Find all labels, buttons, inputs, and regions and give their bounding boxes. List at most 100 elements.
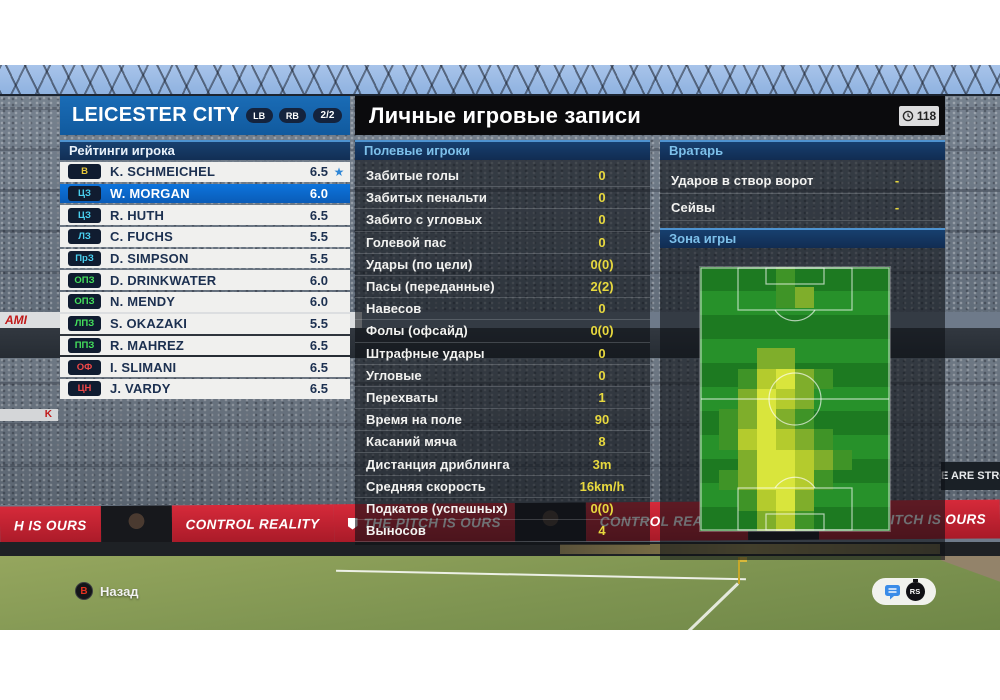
stat-row: Забитых пенальти 0 — [355, 187, 650, 210]
heatmap-cell — [757, 348, 776, 369]
stat-row: Пасы (переданные) 2(2) — [355, 276, 650, 299]
ad-board-segment: H IS OURS — [0, 505, 101, 546]
stat-label: Дистанция дриблинга — [366, 456, 510, 472]
stat-label: Касаний мяча — [366, 434, 457, 450]
heatmap-pitch — [699, 266, 891, 532]
corner-flag — [738, 557, 747, 584]
player-row[interactable]: ОФ I. SLIMANI 6.5 — [60, 357, 350, 377]
position-badge: ЦН — [68, 381, 101, 397]
stat-label: Голевой пас — [366, 234, 447, 250]
stat-row: Штрафные удары 0 — [355, 343, 650, 365]
clock-icon — [902, 110, 914, 121]
stadium-pitch — [0, 556, 1000, 630]
heatmap-cell — [738, 470, 757, 491]
player-name: C. FUCHS — [110, 229, 173, 245]
stat-row: Касаний мяча 8 — [355, 431, 650, 454]
heatmap-cell — [738, 429, 757, 450]
field-section-header: Полевые игроки — [355, 140, 650, 160]
gk-stats-panel: Ударов в створ ворот - Сейвы - — [660, 160, 945, 228]
timer-badge: 118 — [899, 105, 939, 126]
stadium-ad-band-left-2: K — [0, 409, 58, 421]
player-rating: 5.5 — [309, 251, 328, 267]
player-name: J. VARDY — [110, 381, 171, 397]
timer-value: 118 — [916, 108, 937, 123]
heatmap-cell — [814, 368, 833, 389]
stat-label: Ударов в створ ворот — [671, 172, 814, 188]
zone-panel — [660, 248, 945, 560]
player-name: N. MENDY — [110, 294, 176, 310]
position-badge: ОПЗ — [68, 294, 101, 310]
heatmap-cell — [776, 490, 795, 511]
player-name: I. SLIMANI — [110, 359, 177, 375]
player-row[interactable]: ОПЗ D. DRINKWATER 6.0 — [60, 270, 350, 291]
player-rating: 6.0 — [309, 294, 328, 310]
stat-row: Ударов в створ ворот - — [660, 167, 945, 194]
ad-board-text: H IS OURS — [13, 517, 87, 534]
player-rating: 5.5 — [309, 316, 328, 332]
stat-value: 0(0) — [590, 256, 614, 272]
stat-label: Сейвы — [671, 199, 716, 215]
gk-section-header: Вратарь — [660, 140, 945, 160]
b-button-icon[interactable]: B — [75, 582, 93, 600]
records-title-bar: Личные игровые записи 118 — [355, 96, 945, 135]
back-hint[interactable]: B Назад — [75, 582, 139, 600]
heatmap-cell — [757, 409, 776, 430]
stat-label: Выносов — [366, 523, 426, 539]
player-rating: 5.5 — [309, 229, 328, 245]
heatmap-cell — [814, 429, 833, 450]
player-row[interactable]: ЦЗ W. MORGAN 6.0 — [60, 183, 350, 204]
chat-icon[interactable] — [884, 584, 901, 600]
player-rating: 6.0 — [309, 186, 328, 202]
heatmap-cell — [738, 449, 757, 471]
stat-value: 90 — [594, 412, 610, 428]
ad-board-gap — [100, 505, 172, 545]
heatmap-cell — [776, 449, 795, 471]
player-row[interactable]: ЦЗ R. HUTH 6.5 — [60, 205, 350, 226]
heatmap-cell — [719, 409, 738, 430]
player-row[interactable]: ЛПЗ S. OKAZAKI 5.5 — [60, 313, 350, 334]
stat-value: - — [894, 172, 900, 188]
stat-row: Навесов 0 — [355, 298, 650, 321]
stat-row: Удары (по цели) 0(0) — [355, 254, 650, 276]
stat-row: Перехваты 1 — [355, 387, 650, 410]
player-row[interactable]: ЦН J. VARDY 6.5 — [60, 378, 350, 399]
heatmap-cell — [776, 510, 795, 531]
stat-value: 0 — [598, 234, 606, 250]
stat-label: Перехваты — [366, 389, 439, 405]
stat-label: Штрафные удары — [366, 345, 485, 361]
pitch-side-track — [941, 556, 1000, 598]
stat-value: 0 — [598, 367, 606, 383]
stat-value: 0 — [598, 168, 606, 184]
stat-row: Подкатов (успешных) 0(0) — [355, 498, 650, 520]
player-rating: 6.5 — [309, 359, 328, 375]
stat-value: 0 — [598, 190, 606, 206]
rb-button-hint[interactable]: RB — [278, 108, 306, 123]
heatmap-cell — [795, 510, 814, 531]
stat-label: Забито с угловых — [366, 212, 483, 228]
player-rating: 6.5 — [309, 381, 328, 397]
ad-board-segment: CONTROL REALITY — [171, 504, 334, 545]
stat-label: Время на поле — [366, 412, 462, 428]
player-rating: 6.0 — [309, 272, 328, 288]
stat-row: Выносов 4 — [355, 520, 650, 543]
player-rating: 6.5 — [309, 164, 328, 180]
player-row[interactable]: ППЗ R. MAHREZ 6.5 — [60, 335, 350, 356]
player-row[interactable]: ЛЗ C. FUCHS 5.5 — [60, 227, 350, 247]
heatmap-cell — [757, 470, 776, 491]
ratings-section-header: Рейтинги игрока — [60, 140, 350, 160]
position-badge: В — [68, 164, 101, 180]
heatmap-cell — [795, 470, 814, 491]
lb-button-hint[interactable]: LB — [245, 108, 273, 123]
position-badge: ОПЗ — [68, 272, 101, 288]
position-badge: ППЗ — [68, 337, 101, 353]
stat-label: Фолы (офсайд) — [366, 323, 468, 339]
star-icon: ★ — [333, 164, 345, 179]
rs-button-icon[interactable]: RS — [905, 579, 925, 601]
player-row[interactable]: ОПЗ N. MENDY 6.0 — [60, 292, 350, 312]
heatmap-cell — [776, 348, 795, 369]
player-row[interactable]: В K. SCHMEICHEL 6.5 ★ — [60, 162, 350, 182]
player-row[interactable]: ПрЗ D. SIMPSON 5.5 — [60, 248, 350, 269]
heatmap-cell — [757, 429, 776, 450]
player-rating: 6.5 — [309, 337, 328, 353]
